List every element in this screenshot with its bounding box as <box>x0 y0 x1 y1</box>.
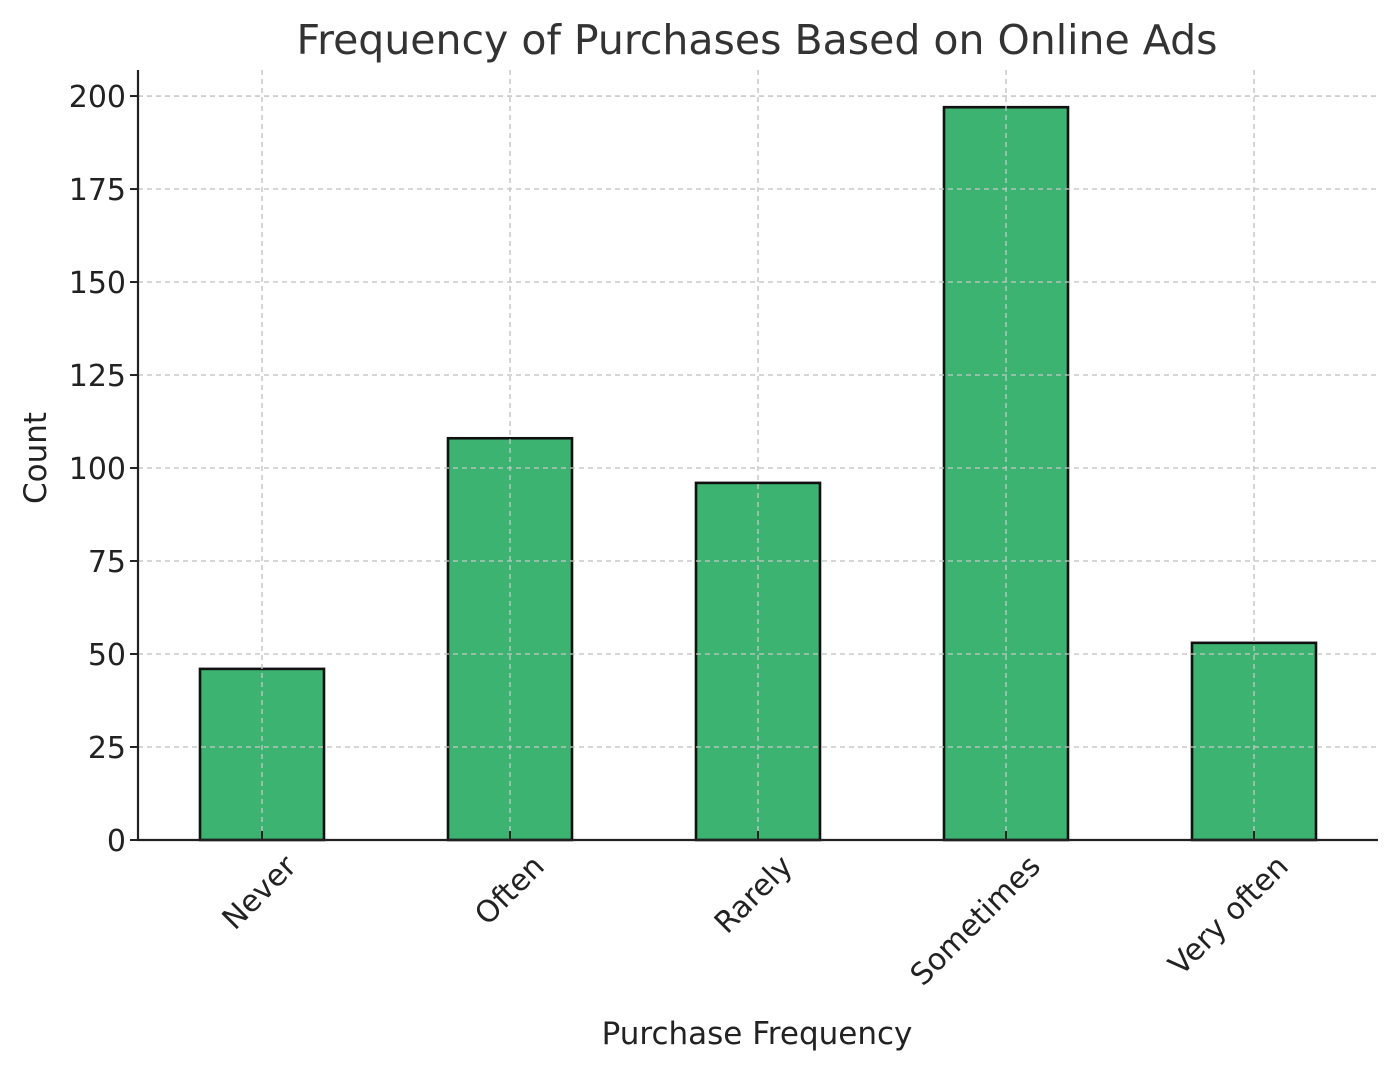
x-axis-title: Purchase Frequency <box>602 1016 913 1052</box>
y-tick-label: 100 <box>69 452 126 487</box>
x-tick-label: Sometimes <box>904 849 1048 993</box>
bars <box>138 70 1378 842</box>
bar-rarely <box>694 481 822 842</box>
chart-title: Frequency of Purchases Based on Online A… <box>297 16 1218 64</box>
x-tick-label: Rarely <box>708 849 800 941</box>
y-tick-label: 125 <box>69 359 126 394</box>
y-tick-label: 0 <box>107 824 126 859</box>
y-tick-label: 150 <box>69 266 126 301</box>
y-tick-label: 75 <box>88 545 126 580</box>
bar-sometimes <box>942 105 1070 842</box>
y-tick-label: 50 <box>88 638 126 673</box>
x-tick-label: Very often <box>1162 849 1296 983</box>
x-ticks: Never Often Rarely Sometimes Very often <box>216 831 1296 993</box>
x-tick-label: Often <box>468 849 551 932</box>
x-tick-label: Never <box>216 848 304 936</box>
y-tick-label: 25 <box>88 731 126 766</box>
y-tick-label: 175 <box>69 173 126 208</box>
y-tick-label: 200 <box>69 80 126 115</box>
y-ticks: 0 25 50 75 100 125 150 175 200 <box>69 80 138 859</box>
y-axis-title: Count <box>18 412 54 504</box>
